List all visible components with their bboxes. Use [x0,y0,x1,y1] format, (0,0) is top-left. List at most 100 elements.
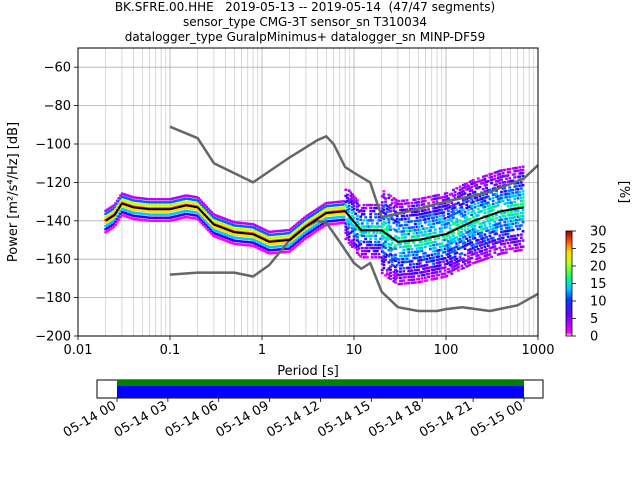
density-cell [508,238,512,241]
density-cell [203,210,207,213]
density-cell [258,241,262,244]
density-cell [130,201,134,205]
density-cell [140,203,144,206]
density-cell [400,254,404,258]
density-cell [243,243,247,247]
density-cell [425,266,429,270]
density-cell [283,232,286,235]
density-cell [490,178,493,182]
density-cell [516,191,520,194]
density-cell [466,206,470,209]
density-cell [405,248,409,251]
density-cell [331,207,334,210]
density-cell [298,226,301,230]
density-cell [332,201,336,204]
density-cell [374,253,378,256]
density-cell [341,203,344,206]
density-cell [271,251,275,255]
density-cell [211,219,215,222]
density-cell [351,239,354,242]
density-cell [187,216,190,219]
density-cell [142,215,146,219]
density-cell [506,198,510,202]
density-cell [506,241,510,245]
density-cell [501,212,505,215]
density-cell [149,219,152,222]
density-cell [354,234,358,237]
density-cell [326,207,329,211]
density-cell [460,190,464,194]
density-cell [162,201,166,204]
density-cell [453,264,457,268]
density-cell [173,202,177,206]
density-cell [173,215,177,218]
density-cell [301,233,305,236]
density-cell [197,196,200,200]
density-cell [125,200,129,203]
density-cell [490,172,493,176]
density-cell [465,265,469,268]
density-cell [466,187,470,191]
density-cell [500,196,503,200]
density-cell [452,268,455,271]
density-cell [319,217,323,221]
density-cell [399,267,402,270]
density-cell [508,226,512,229]
density-cell [230,220,233,223]
density-cell [510,195,513,198]
density-cell [407,281,411,285]
density-cell [461,242,465,245]
density-cell [182,213,185,216]
density-cell [253,242,257,245]
density-cell [210,229,214,232]
density-cell [420,258,424,262]
density-cell [417,262,421,265]
density-cell [140,215,144,219]
density-cell [311,210,315,214]
density-cell [344,200,348,204]
density-cell [304,236,308,240]
density-cell [470,232,474,235]
density-cell [327,216,331,220]
density-cell [293,237,296,240]
density-cell [435,261,439,265]
density-cell [327,220,331,223]
density-cell [144,197,147,201]
density-cell [117,200,121,203]
density-cell [496,201,500,204]
density-cell [430,268,434,272]
density-cell [137,215,141,218]
density-cell [365,234,369,237]
density-cell [370,210,374,213]
density-cell [364,256,368,259]
density-cell [473,206,477,209]
density-cell [173,209,177,212]
density-cell [463,262,467,266]
density-cell [172,212,175,216]
density-cell [496,237,500,241]
density-cell [360,225,364,228]
density-cell [392,270,396,274]
density-cell [150,201,154,204]
density-cell [433,237,437,240]
density-cell [514,166,518,170]
density-cell [435,243,439,246]
density-cell [455,208,459,212]
density-cell [298,236,301,239]
density-cell [493,239,497,242]
density-cell [157,216,161,219]
density-cell [359,218,363,221]
density-cell [369,243,373,247]
density-cell [438,218,442,221]
density-cell [483,254,487,258]
density-cell [407,205,411,208]
density-cell [448,227,452,230]
density-cell [521,220,525,224]
density-cell [417,219,421,222]
density-cell [334,216,338,219]
density-cell [384,203,387,206]
density-cell [480,246,484,250]
density-cell [408,278,412,282]
density-cell [206,222,210,226]
density-cell [405,214,409,217]
